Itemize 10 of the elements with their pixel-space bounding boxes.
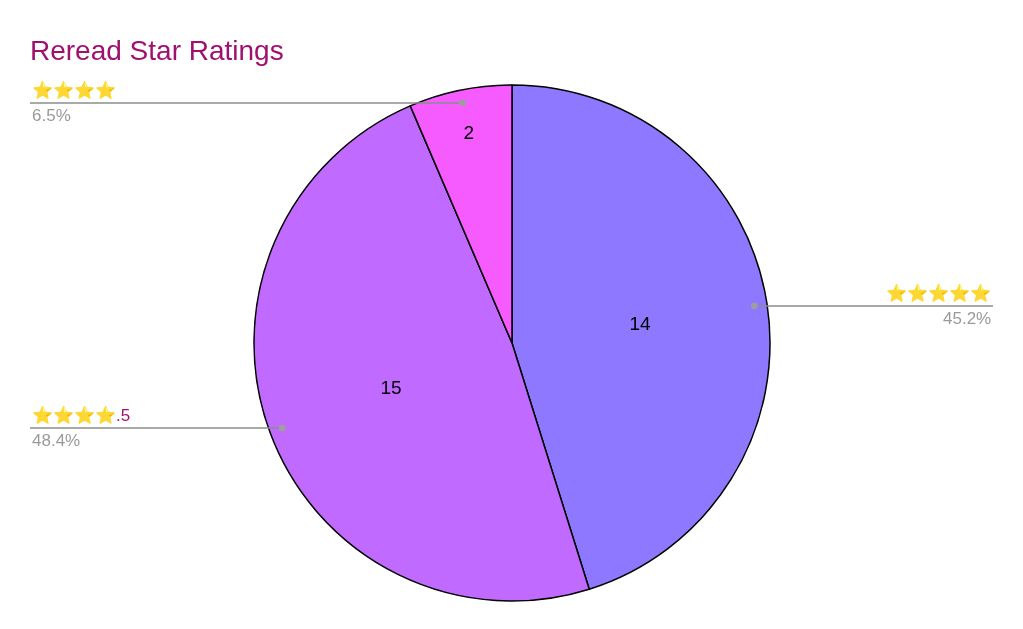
slice-label: ⭐⭐⭐⭐⭐	[886, 283, 991, 303]
data-label: 14	[629, 312, 652, 334]
text: 6.5%	[32, 106, 71, 125]
data-label: 2	[463, 122, 475, 144]
text: 45.2%	[943, 309, 992, 328]
text: 48.4%	[32, 431, 81, 450]
slice-label: ⭐⭐⭐⭐	[32, 80, 116, 100]
chart-title: Reread Star Ratings	[30, 34, 284, 66]
slice-label: ⭐⭐⭐⭐.5	[32, 405, 131, 425]
data-label: 15	[380, 377, 402, 399]
